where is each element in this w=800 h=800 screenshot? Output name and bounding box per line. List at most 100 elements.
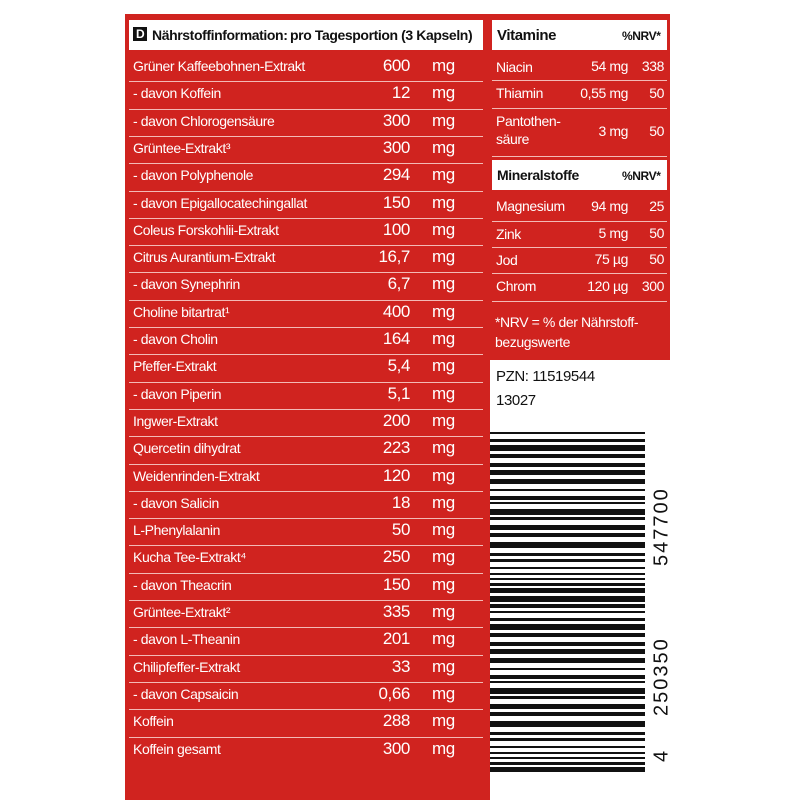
amount: 0,66 (378, 683, 411, 703)
unit: mg (432, 383, 455, 403)
unit: mg (432, 629, 455, 649)
nutrient-nrv: 338 (641, 58, 665, 74)
amount: 600 (382, 56, 411, 75)
ingredient-name: Grüntee-Extrakt² (133, 604, 231, 620)
header-portion: pro Tagesportion (3 Kapseln) (290, 27, 473, 43)
amount: 164 (382, 329, 411, 348)
amount: 294 (382, 165, 411, 185)
ingredient-name: - davon Capsaicin (133, 685, 239, 702)
ingredient-name: Quercetin dihydrat (133, 440, 241, 457)
mineral-title: Mineralstoffe (497, 167, 579, 183)
barcode-bar (490, 573, 645, 575)
ingredient-name: - davon Chlorogensäure (133, 112, 275, 129)
nutrient-nrv: 300 (641, 278, 665, 294)
ingredient-name: - davon Epigallocatechingallat (133, 194, 308, 211)
amount: 16,7 (378, 247, 411, 267)
row-divider (129, 354, 483, 356)
ingredient-name: - davon Koffein (133, 85, 221, 102)
amount: 100 (382, 219, 411, 239)
unit: mg (432, 83, 455, 103)
barcode-bar (490, 681, 645, 683)
row-divider (492, 108, 667, 109)
amount: 201 (382, 629, 411, 649)
barcode-bar (490, 642, 645, 646)
ingredient-name: Ingwer-Extrakt (133, 412, 218, 429)
unit: mg (432, 738, 455, 758)
barcode-bar (490, 675, 645, 679)
amount: 5,1 (387, 383, 411, 403)
row-divider (129, 163, 483, 165)
nutrient-nrv: 50 (649, 251, 664, 267)
row-divider (129, 681, 483, 683)
barcode-bar (490, 704, 645, 709)
row-divider (129, 217, 483, 219)
unit: mg (432, 274, 455, 294)
unit: mg (432, 356, 455, 376)
ingredient-name: - davon L-Theanin (133, 631, 240, 648)
row-divider (129, 272, 483, 274)
code: 13027 (496, 392, 536, 409)
barcode-bar (490, 567, 645, 569)
amount: 120 (382, 465, 411, 485)
barcode-bar (490, 624, 645, 630)
row-divider (129, 408, 483, 410)
row-divider (129, 600, 483, 601)
header-label: Nährstoffinformation: (152, 27, 288, 43)
barcode-bar (490, 696, 645, 699)
barcode-bar (490, 732, 645, 735)
ingredient-name: Chilipfeffer-Extrakt (133, 658, 240, 675)
row-divider (129, 490, 483, 492)
barcode-bar (490, 496, 645, 500)
amount: 288 (382, 711, 411, 731)
barcode-bar (490, 738, 645, 741)
row-divider (129, 654, 483, 656)
nutrient-nrv: 50 (649, 225, 664, 241)
row-divider (129, 463, 483, 465)
nutrient-amount: 3 mg (598, 123, 628, 139)
amount: 6,7 (387, 274, 411, 294)
unit: mg (432, 656, 455, 676)
barcode-bar (490, 633, 645, 637)
barcode-digits: 547700 (650, 487, 672, 566)
unit: mg (432, 602, 455, 621)
pzn: PZN: 11519544 (496, 368, 595, 385)
nutrient-amount: 0,55 mg (580, 85, 628, 101)
nutrient-amount: 5 mg (598, 225, 628, 241)
barcode-bar (490, 712, 645, 716)
nutrient-amount: 94 mg (591, 198, 628, 214)
row-divider (129, 108, 483, 110)
row-divider (129, 572, 483, 574)
nutrient-nrv: 50 (649, 85, 664, 101)
barcode-bar (490, 533, 645, 537)
row-divider (129, 709, 483, 711)
ingredient-name: - davon Cholin (133, 331, 218, 347)
amount: 400 (382, 301, 411, 321)
barcode-bar (490, 470, 645, 475)
unit: mg (432, 301, 455, 321)
ingredient-name: Koffein gesamt (133, 740, 221, 757)
barcode-bar (490, 439, 645, 442)
amount: 33 (391, 656, 411, 676)
ingredient-name: Pfeffer-Extrakt (133, 358, 217, 375)
amount: 150 (382, 192, 411, 212)
barcode-bar (490, 463, 645, 467)
unit: mg (432, 492, 455, 512)
left-panel (125, 14, 490, 800)
nutrient-nrv: 25 (649, 198, 664, 214)
barcode-bar (490, 517, 645, 520)
unit: mg (432, 574, 455, 594)
amount: 50 (391, 520, 411, 540)
unit: mg (432, 137, 455, 157)
row-divider (129, 436, 483, 438)
barcode-bar (490, 618, 645, 621)
ingredient-name: - davon Salicin (133, 494, 219, 511)
nutrient-name: Magnesium (496, 198, 565, 214)
row-divider (492, 247, 667, 248)
badge: D (133, 27, 148, 41)
unit: mg (432, 110, 455, 130)
amount: 200 (382, 410, 411, 430)
barcode-bar (490, 668, 645, 670)
unit: mg (432, 438, 455, 458)
ingredient-name: Kucha Tee-Extrakt⁴ (133, 549, 246, 566)
